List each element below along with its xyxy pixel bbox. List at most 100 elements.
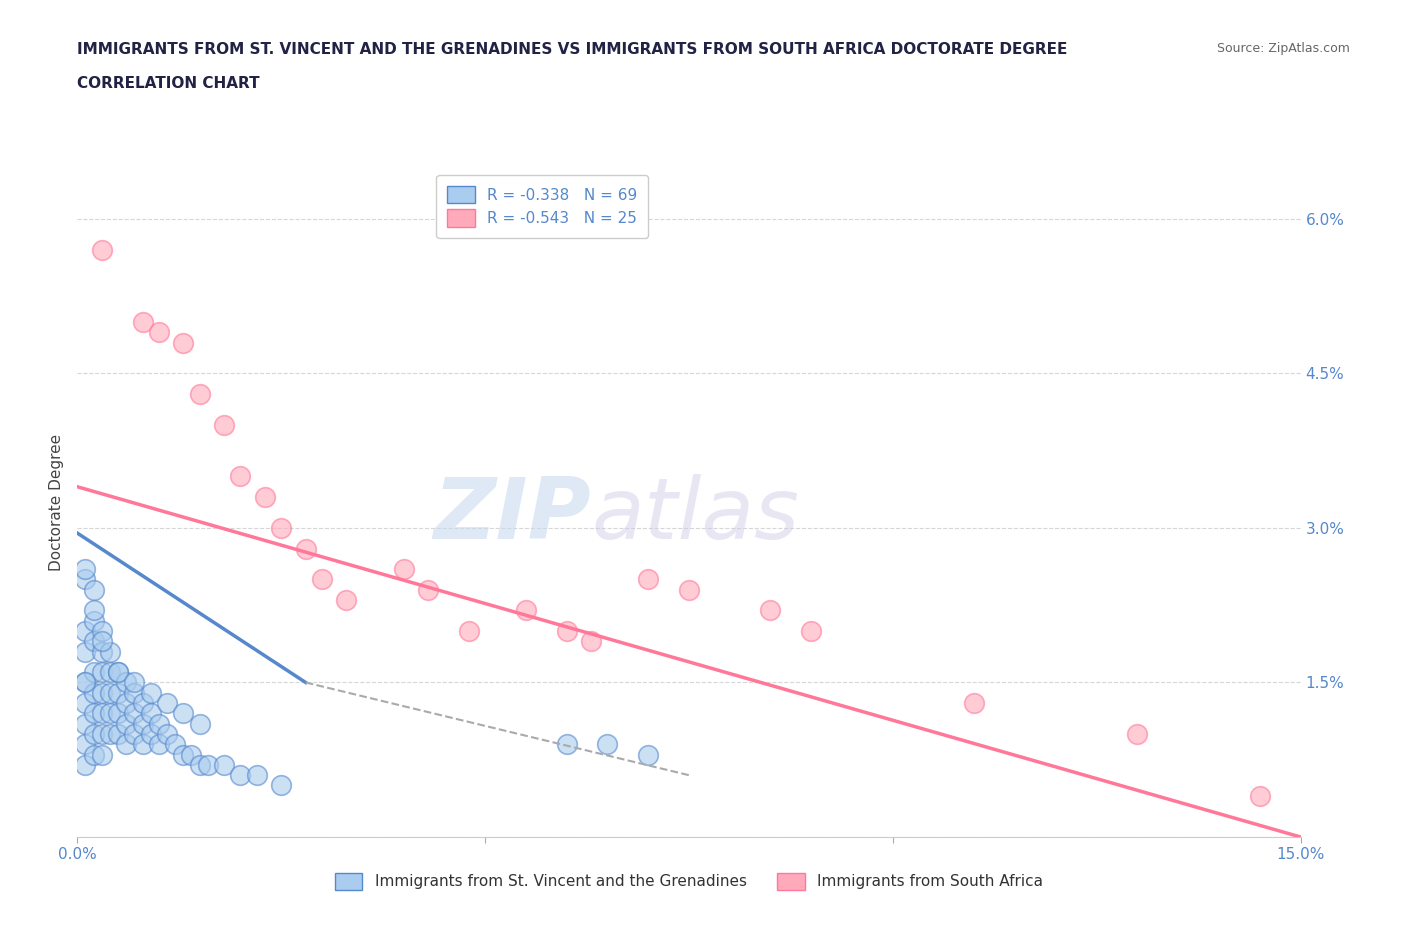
Point (156, 696, 179, 711)
Point (83, 634, 105, 649)
Point (83, 685, 105, 700)
Text: CORRELATION CHART: CORRELATION CHART (77, 76, 260, 91)
Point (83, 706, 105, 721)
Point (90, 634, 112, 649)
Point (107, 665, 129, 680)
Point (107, 685, 129, 700)
Point (98, 726, 121, 741)
Point (270, 778, 292, 793)
Point (131, 696, 153, 711)
Point (139, 706, 162, 721)
Point (457, 623, 479, 638)
Point (156, 726, 179, 741)
Point (75, 737, 97, 751)
Text: atlas: atlas (591, 474, 799, 557)
Point (229, 768, 252, 783)
Point (124, 675, 146, 690)
Text: ZIP: ZIP (433, 474, 591, 557)
Point (131, 314, 153, 329)
Point (83, 726, 105, 741)
Point (98, 644, 121, 659)
Y-axis label: Doctorate Degree: Doctorate Degree (49, 433, 65, 571)
Point (115, 696, 138, 711)
Point (90, 644, 112, 659)
Point (800, 623, 823, 638)
Point (124, 706, 146, 721)
Point (75, 696, 97, 711)
Point (759, 603, 782, 618)
Point (555, 737, 578, 751)
Point (107, 706, 129, 721)
Point (131, 716, 153, 731)
Point (963, 696, 986, 711)
Point (148, 737, 170, 751)
Point (75, 562, 97, 577)
Point (75, 716, 97, 731)
Point (83, 747, 105, 762)
Point (172, 706, 194, 721)
Point (115, 675, 138, 690)
Point (253, 489, 276, 504)
Point (107, 726, 129, 741)
Point (90, 706, 112, 721)
Point (115, 737, 138, 751)
Point (1126, 726, 1149, 741)
Point (579, 634, 602, 649)
Point (98, 706, 121, 721)
Point (115, 716, 138, 731)
Point (197, 757, 219, 772)
Point (90, 623, 112, 638)
Point (515, 603, 537, 618)
Point (131, 737, 153, 751)
Point (90, 726, 112, 741)
Point (148, 716, 170, 731)
Point (83, 582, 105, 597)
Point (90, 685, 112, 700)
Point (90, 243, 112, 258)
Point (212, 757, 235, 772)
Point (596, 737, 619, 751)
Point (124, 726, 146, 741)
Point (107, 665, 129, 680)
Point (83, 603, 105, 618)
Point (392, 562, 415, 577)
Point (148, 325, 170, 339)
Legend: Immigrants from St. Vincent and the Grenadines, Immigrants from South Africa: Immigrants from St. Vincent and the Gren… (329, 867, 1049, 897)
Point (678, 582, 700, 597)
Point (165, 737, 187, 751)
Point (212, 418, 235, 432)
Point (139, 726, 162, 741)
Point (294, 541, 316, 556)
Point (98, 665, 121, 680)
Text: IMMIGRANTS FROM ST. VINCENT AND THE GRENADINES VS IMMIGRANTS FROM SOUTH AFRICA D: IMMIGRANTS FROM ST. VINCENT AND THE GREN… (77, 42, 1067, 57)
Point (229, 469, 252, 484)
Point (311, 572, 333, 587)
Point (172, 747, 194, 762)
Point (172, 335, 194, 350)
Point (98, 685, 121, 700)
Point (90, 747, 112, 762)
Point (75, 675, 97, 690)
Point (75, 623, 97, 638)
Point (246, 768, 269, 783)
Point (124, 685, 146, 700)
Point (555, 623, 578, 638)
Point (180, 747, 202, 762)
Point (1249, 789, 1271, 804)
Point (637, 572, 659, 587)
Point (75, 572, 97, 587)
Point (416, 582, 439, 597)
Point (83, 665, 105, 680)
Point (139, 685, 162, 700)
Point (270, 521, 292, 536)
Point (75, 675, 97, 690)
Point (188, 387, 211, 402)
Point (75, 757, 97, 772)
Point (75, 644, 97, 659)
Point (637, 747, 659, 762)
Point (90, 665, 112, 680)
Text: Source: ZipAtlas.com: Source: ZipAtlas.com (1216, 42, 1350, 55)
Point (335, 592, 357, 607)
Point (83, 613, 105, 628)
Point (188, 757, 211, 772)
